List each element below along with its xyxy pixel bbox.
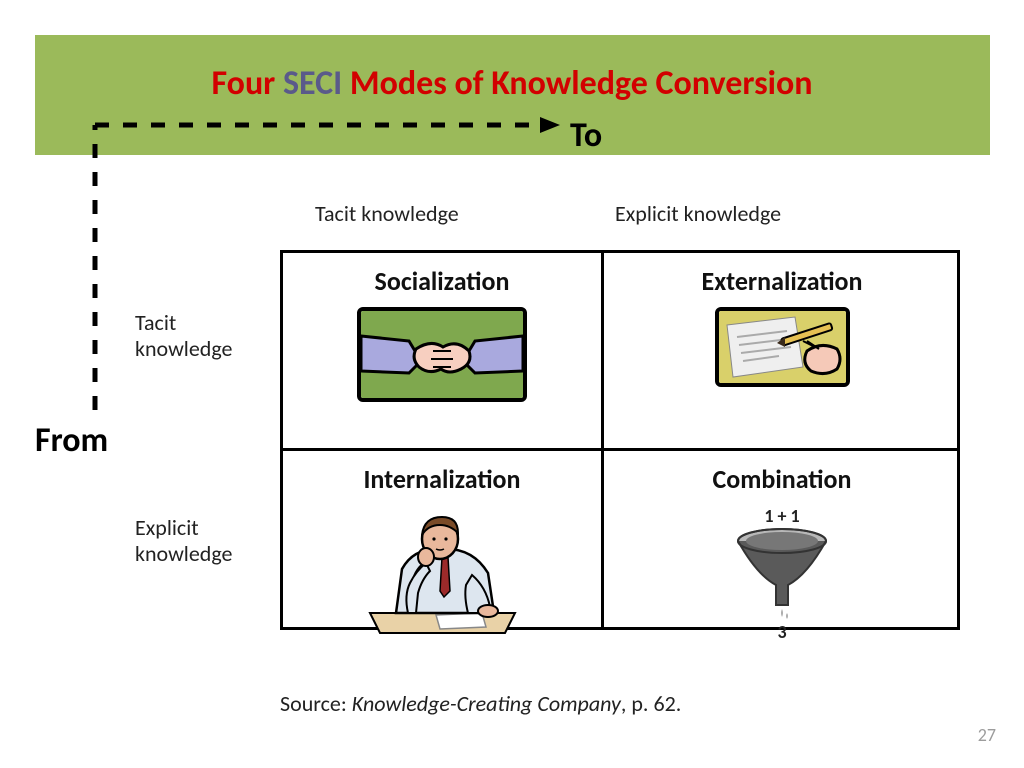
cell-label-internalization: Internalization xyxy=(283,463,601,495)
combination-input: 1 + 1 xyxy=(604,505,960,527)
col-header-explicit: Explicit knowledge xyxy=(615,200,781,227)
title-prefix: Four xyxy=(211,63,283,104)
row-header-explicit: Explicit knowledge xyxy=(135,515,265,568)
to-axis-label: To xyxy=(570,115,602,156)
cell-label-combination: Combination xyxy=(604,463,960,495)
writing-icon xyxy=(715,307,850,387)
source-title: Knowledge-Creating Company xyxy=(352,690,621,717)
funnel-icon xyxy=(727,527,837,627)
source-prefix: Source: xyxy=(280,690,352,717)
col-header-tacit: Tacit knowledge xyxy=(315,200,459,227)
title-suffix: Modes of Knowledge Conversion xyxy=(342,63,812,104)
source-suffix: , p. 62. xyxy=(621,690,681,717)
row-header-tacit: Tacit knowledge xyxy=(135,310,265,363)
page-number: 27 xyxy=(978,724,996,746)
cell-socialization: Socialization xyxy=(283,253,601,448)
page-title: Four SECI Modes of Knowledge Conversion xyxy=(0,63,1024,104)
title-seci: SECI xyxy=(283,63,342,104)
handshake-icon xyxy=(357,307,527,402)
cell-externalization: Externalization xyxy=(604,253,960,448)
cell-internalization: Internalization xyxy=(283,451,601,631)
cell-combination: Combination 1 + 1 3 xyxy=(604,451,960,631)
combination-output: 3 xyxy=(604,621,960,643)
seci-matrix: Socialization Externalization xyxy=(280,250,960,630)
thinking-person-icon xyxy=(360,505,525,640)
cell-label-externalization: Externalization xyxy=(604,265,960,297)
from-axis-label: From xyxy=(35,420,108,461)
cell-label-socialization: Socialization xyxy=(283,265,601,297)
source-citation: Source: Knowledge-Creating Company, p. 6… xyxy=(280,690,681,717)
